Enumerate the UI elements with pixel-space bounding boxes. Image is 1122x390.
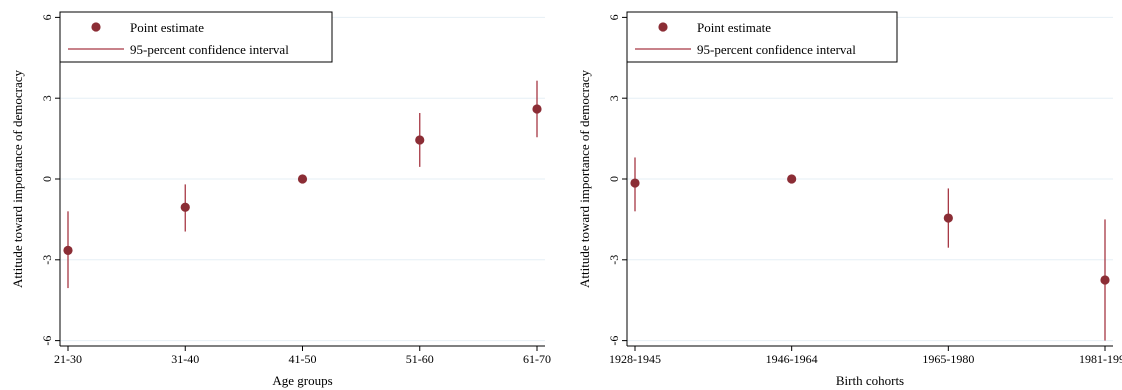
legend-label-ci: 95-percent confidence interval: [130, 42, 289, 57]
legend: Point estimate 95-percent confidence inte…: [59, 11, 333, 63]
y-tick-label: 3: [40, 95, 54, 101]
legend: Point estimate 95-percent confidence inte…: [626, 11, 898, 63]
point-estimate-marker: [943, 213, 953, 223]
x-axis-title: Birth cohorts: [836, 373, 904, 388]
legend-box: [626, 11, 898, 63]
point-estimate-marker: [415, 135, 425, 145]
point-estimate-marker: [532, 104, 542, 114]
y-axis-title: Attitude toward importance of democracy: [577, 69, 592, 288]
x-tick-label: 41-50: [289, 352, 317, 366]
point-estimate-marker: [787, 174, 797, 184]
x-tick-label: 1965-1980: [922, 352, 974, 366]
x-tick-label: 61-70: [523, 352, 551, 366]
y-tick-label: 0: [40, 176, 54, 182]
y-tick-label: 6: [40, 14, 54, 20]
legend-label-point: Point estimate: [697, 20, 771, 35]
x-tick-label: 1981-1996: [1079, 352, 1122, 366]
point-estimate-marker: [63, 245, 73, 255]
x-tick-label: 31-40: [171, 352, 199, 366]
y-tick-label: 6: [607, 14, 621, 20]
legend-point-symbol: [658, 22, 668, 32]
legend-point-symbol: [91, 22, 101, 32]
x-tick-label: 1928-1945: [609, 352, 661, 366]
legend-label-ci: 95-percent confidence interval: [697, 42, 856, 57]
point-estimate-marker: [297, 174, 308, 184]
y-tick-label: 0: [607, 176, 621, 182]
point-estimate-marker: [630, 178, 640, 188]
y-tick-label: 3: [607, 95, 621, 101]
x-tick-label: 51-60: [406, 352, 434, 366]
point-estimate-marker: [180, 202, 190, 212]
x-tick-label: 1946-1964: [766, 352, 818, 366]
y-tick-label: -3: [607, 255, 621, 265]
chart-panel-1: -6 -3 0 3 6 21-30 31-40 41-50 51-60 61-70 Age grou…: [10, 11, 551, 388]
x-tick-label: 21-30: [54, 352, 82, 366]
y-axis-title: Attitude toward importance of democracy: [10, 69, 25, 288]
x-axis-title: Age groups: [272, 373, 332, 388]
y-tick-label: -6: [40, 336, 54, 346]
legend-label-point: Point estimate: [130, 20, 204, 35]
chart-panel-2: -6 -3 0 3 6 1928-1945 1946-1964 1965-1980 1981-1…: [577, 11, 1122, 388]
point-estimate-marker: [1100, 275, 1110, 285]
legend-box: [59, 11, 333, 63]
y-tick-label: -6: [607, 336, 621, 346]
y-tick-label: -3: [40, 255, 54, 265]
